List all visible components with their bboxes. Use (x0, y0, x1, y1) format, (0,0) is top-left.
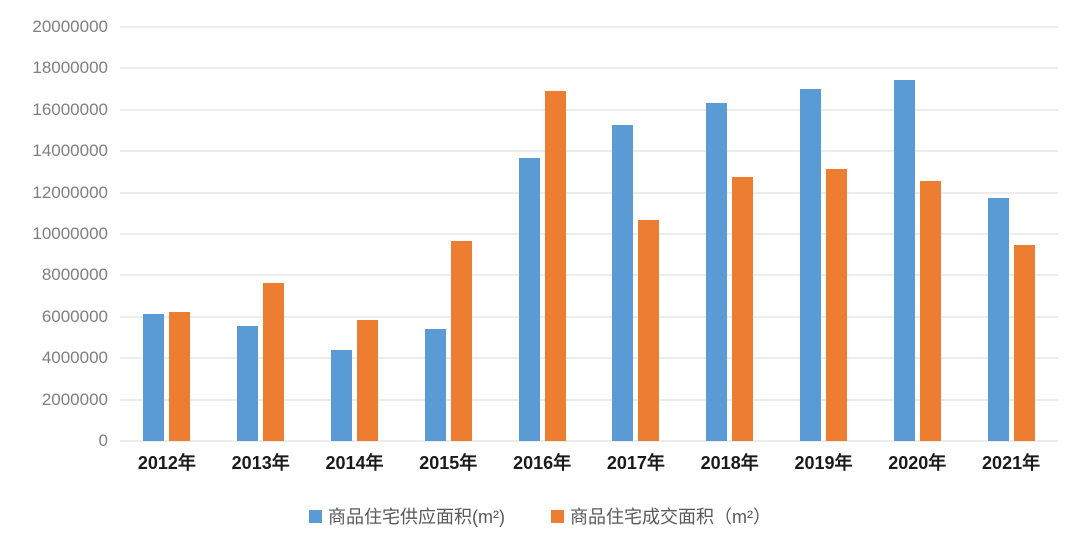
x-axis-tick-label: 2020年 (888, 453, 947, 473)
bar-group-2021年 (964, 27, 1058, 441)
y-axis-tick-label: 18000000 (32, 58, 108, 78)
bar-transaction-2013年 (263, 282, 285, 441)
x-axis-tick-label: 2021年 (982, 453, 1041, 473)
gridline (120, 399, 1058, 401)
y-axis-tick-label: 12000000 (32, 182, 108, 202)
x-axis-tick-label: 2018年 (700, 453, 759, 473)
bar-group-2014年 (308, 27, 402, 441)
x-axis-tick-label: 2016年 (513, 453, 572, 473)
y-axis-tick-label: 16000000 (32, 99, 108, 119)
y-axis-tick-label: 8000000 (41, 265, 108, 285)
plot-area (120, 26, 1058, 442)
gridline (120, 233, 1058, 235)
bar-supply-2015年 (424, 329, 446, 441)
gridline (120, 192, 1058, 194)
bar-supply-2018年 (706, 102, 728, 441)
bar-supply-2016年 (518, 158, 540, 441)
legend-item-transaction: 商品住宅成交面积（m²） (550, 503, 771, 529)
bar-supply-2019年 (799, 89, 821, 441)
y-axis-tick-label: 10000000 (32, 224, 108, 243)
y-axis-tick-label: 0 (98, 431, 108, 450)
bar-transaction-2019年 (825, 168, 847, 441)
x-axis-tick-label: 2013年 (231, 453, 290, 473)
y-axis-labels: 0 2000000 4000000 6000000 8000000 10000000 120… (0, 17, 108, 450)
bar-group-2020年 (870, 27, 964, 441)
bar-transaction-2020年 (919, 181, 941, 441)
bar-transaction-2015年 (450, 241, 472, 441)
legend: 商品住宅供应面积(m²) 商品住宅成交面积（m²） (0, 503, 1080, 529)
gridline (120, 274, 1058, 276)
y-axis-tick-label: 2000000 (41, 389, 108, 409)
bar-transaction-2017年 (638, 219, 660, 441)
x-axis-tick-label: 2019年 (794, 453, 853, 473)
bar-supply-2020年 (893, 79, 915, 441)
x-axis-tick-label: 2012年 (137, 453, 196, 473)
y-axis-tick-label: 20000000 (32, 17, 108, 36)
bar-transaction-2018年 (732, 177, 754, 441)
bar-group-2018年 (683, 27, 777, 441)
x-axis-tick-label: 2017年 (606, 453, 665, 473)
bar-supply-2012年 (143, 313, 165, 441)
bar-supply-2021年 (987, 197, 1009, 441)
y-axis-tick-label: 4000000 (41, 348, 108, 368)
y-axis-tick-label: 14000000 (32, 141, 108, 161)
gridline (120, 440, 1058, 442)
bar-supply-2013年 (237, 326, 259, 441)
legend-swatch-icon (550, 509, 564, 523)
x-axis-labels: 2012年 2013年 2014年 2015年 2016年 2017年 2018年 2019年… (120, 449, 1058, 475)
bar-transaction-2021年 (1013, 245, 1035, 441)
bar-groups (120, 27, 1058, 441)
legend-label: 商品住宅成交面积（m²） (569, 507, 771, 527)
bar-supply-2014年 (330, 349, 352, 441)
bar-group-2016年 (495, 27, 589, 441)
gridline (120, 26, 1058, 28)
bar-group-2019年 (777, 27, 871, 441)
gridline (120, 109, 1058, 111)
legend-label: 商品住宅供应面积(m²) (328, 507, 505, 527)
bar-transaction-2016年 (544, 91, 566, 441)
bar-transaction-2012年 (169, 311, 191, 441)
y-axis-tick-label: 6000000 (41, 306, 108, 326)
gridline (120, 316, 1058, 318)
bar-transaction-2014年 (356, 319, 378, 441)
gridline (120, 150, 1058, 152)
bar-group-2013年 (214, 27, 308, 441)
gridline (120, 357, 1058, 359)
x-axis-tick-label: 2015年 (419, 453, 478, 473)
bar-supply-2017年 (612, 125, 634, 441)
bar-group-2012年 (120, 27, 214, 441)
legend-item-supply: 商品住宅供应面积(m²) (309, 503, 505, 529)
bar-group-2015年 (401, 27, 495, 441)
gridline (120, 67, 1058, 69)
bar-group-2017年 (589, 27, 683, 441)
x-axis-tick-label: 2014年 (325, 453, 384, 473)
legend-swatch-icon (309, 509, 322, 523)
